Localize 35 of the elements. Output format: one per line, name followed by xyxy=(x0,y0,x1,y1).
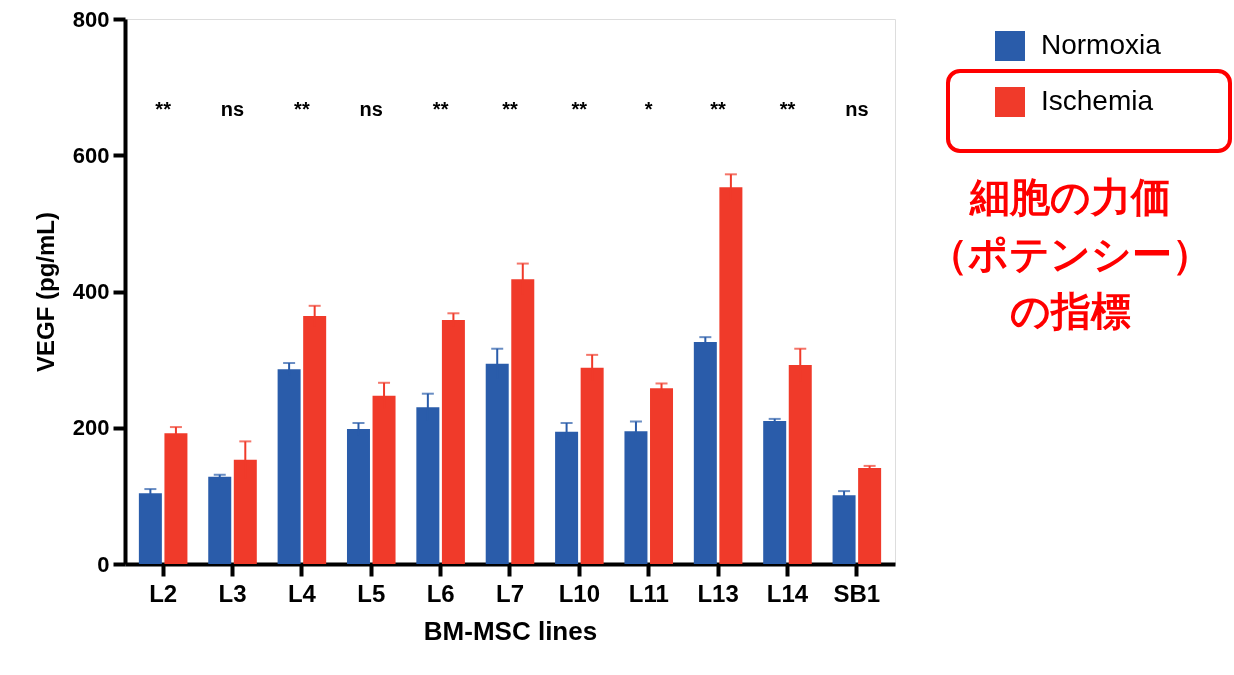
annotation: ** xyxy=(571,98,588,120)
y-axis-title: VEGF (pg/mL) xyxy=(31,212,59,372)
annotation: ** xyxy=(294,98,310,120)
legend-label: Ischemia xyxy=(1041,85,1154,116)
annotation: ns xyxy=(220,98,245,120)
x-tick-label: L7 xyxy=(495,579,525,607)
annotation: ** xyxy=(432,98,449,120)
y-tick-label: 600 xyxy=(72,142,110,168)
text: 細胞の力価 xyxy=(968,175,1171,219)
y-tick-label: 200 xyxy=(72,415,110,441)
x-tick-label: L6 xyxy=(426,579,455,607)
annotation: ** xyxy=(155,98,172,120)
x-tick-label: L13 xyxy=(697,579,739,607)
y-tick-label: 0 xyxy=(97,551,110,577)
text: （ポテンシー） xyxy=(928,232,1212,276)
legend-label: Normoxia xyxy=(1041,29,1162,60)
x-tick-label: L2 xyxy=(149,579,178,607)
annotation: ** xyxy=(502,98,518,120)
x-tick-label: L3 xyxy=(218,579,247,607)
x-tick-label: L5 xyxy=(357,579,386,607)
y-tick-label: 800 xyxy=(72,6,110,32)
annotation: ns xyxy=(359,98,383,120)
x-tick-label: L11 xyxy=(628,579,669,607)
annotation: ns xyxy=(845,98,869,120)
x-tick-label: L14 xyxy=(766,579,809,607)
annotation: * xyxy=(644,98,653,120)
text: の指標 xyxy=(1009,289,1131,333)
y-tick-label: 400 xyxy=(72,279,110,304)
x-axis-title: BM-MSC lines xyxy=(423,615,598,646)
x-tick-label: L4 xyxy=(287,579,317,607)
x-tick-label: L10 xyxy=(558,579,601,607)
x-tick-label: SB1 xyxy=(833,579,881,607)
annotation: ** xyxy=(779,98,796,120)
bar xyxy=(650,388,674,564)
annotation: ** xyxy=(710,98,727,120)
